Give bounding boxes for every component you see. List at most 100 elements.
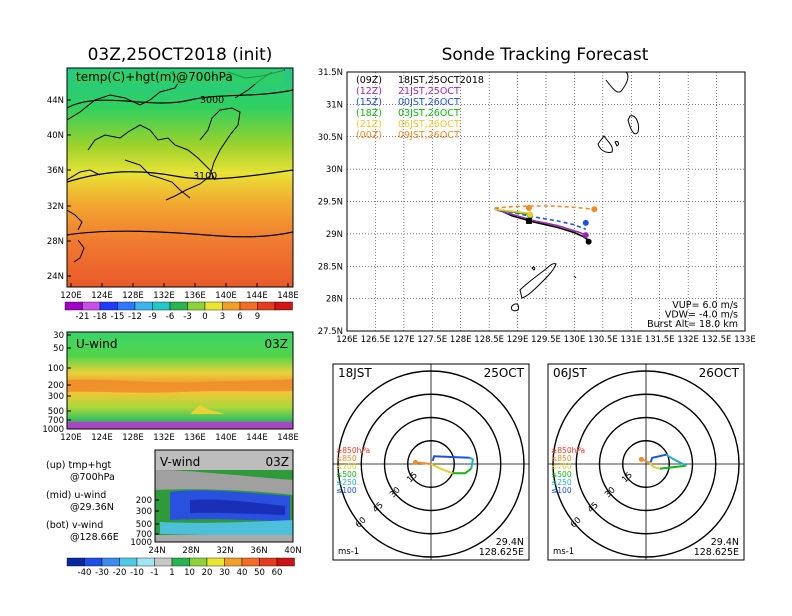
temp-colorbar-swatch bbox=[169, 301, 188, 311]
temp-map-panel: 3000 3100 temp(C)+hgt(m)@700hPa 44N 40N 36… bbox=[47, 67, 299, 301]
v-colorbar-label: -20 bbox=[113, 568, 127, 578]
v-colorbar-swatch bbox=[241, 557, 260, 567]
u-lon-tick: 128E bbox=[122, 433, 144, 443]
temp-colorbar-label: -9 bbox=[148, 312, 156, 322]
hodograph-level: ≤700 bbox=[336, 462, 357, 471]
hodograph-level: ≤500 bbox=[551, 470, 572, 479]
temp-colorbar-swatch bbox=[82, 301, 101, 311]
u-wind-label: U-wind bbox=[76, 337, 117, 351]
u-wind-time: 03Z bbox=[265, 337, 289, 351]
launch-time: 18JST,25OCT2018 bbox=[398, 75, 484, 86]
track-grid bbox=[346, 71, 746, 332]
hodograph-ring bbox=[552, 370, 740, 558]
temp-colorbar-swatch bbox=[99, 301, 118, 311]
v-lat-tick: 24N bbox=[148, 546, 165, 556]
note-sub: @700hPa bbox=[70, 472, 115, 483]
v-lat-tick: 40N bbox=[284, 546, 301, 556]
v-colorbar-swatch bbox=[206, 557, 225, 567]
launch-code: (21Z) bbox=[356, 119, 382, 130]
track-lat-ticks: 31.5N 31N 30.5N 30N 29.5N 29N 28.5N 28N 27.5N bbox=[318, 68, 343, 337]
temp-lon-tick: 136E bbox=[184, 291, 206, 301]
launch-code: (12Z) bbox=[356, 86, 382, 97]
track-end-point bbox=[585, 238, 592, 245]
track-lon-tick: 127E bbox=[393, 335, 415, 345]
temp-lon-tick: 124E bbox=[91, 291, 113, 301]
v-pressure-tick: 500 bbox=[136, 520, 152, 530]
track-lat-tick: 29.5N bbox=[318, 198, 343, 208]
hodograph-segment bbox=[415, 461, 432, 465]
track-lon-tick: 128E bbox=[450, 335, 472, 345]
v-colorbar-swatch bbox=[84, 557, 103, 567]
v-colorbar-label: 1 bbox=[169, 568, 174, 578]
v-lat-tick: 36N bbox=[250, 546, 267, 556]
launch-time: 21JST,25OCT bbox=[398, 86, 460, 97]
hodograph-date: 25OCT bbox=[484, 366, 525, 380]
u-pressure-tick: 500 bbox=[48, 407, 64, 417]
track-map-panel: (09Z) 18JST,25OCT2018 (12Z) 21JST,25OCT (15Z… bbox=[318, 68, 756, 345]
temp-colorbar-label: -12 bbox=[128, 312, 142, 322]
hodograph-level: ≤100 bbox=[551, 486, 572, 495]
track-lon-tick: 126.5E bbox=[361, 335, 391, 345]
hodograph-lat: 29.4N bbox=[496, 537, 524, 548]
temp-colorbar-swatch bbox=[239, 301, 258, 311]
temp-colorbar-swatch bbox=[204, 301, 223, 311]
temp-colorbar-label: -6 bbox=[166, 312, 174, 322]
hodograph-segment bbox=[648, 461, 661, 470]
temp-colorbar-swatch bbox=[274, 301, 293, 311]
temp-lat-tick: 24N bbox=[47, 272, 64, 282]
u-pressure-tick: 30 bbox=[53, 331, 64, 341]
hodograph-level: ≤100 bbox=[336, 486, 357, 495]
hodograph-segment bbox=[452, 467, 472, 475]
v-pressure-tick: 200 bbox=[136, 496, 152, 506]
v-colorbar-label: 50 bbox=[254, 568, 265, 578]
track-end-point bbox=[527, 211, 534, 218]
hodograph-ring bbox=[383, 416, 479, 512]
note-sub: @128.66E bbox=[70, 532, 119, 543]
u-pressure-tick: 100 bbox=[48, 364, 64, 374]
hodograph-unit: ms-1 bbox=[553, 547, 574, 557]
track-series-line bbox=[494, 205, 595, 211]
launch-time: 03JST,26OCT bbox=[398, 108, 460, 119]
temp-colorbar-label: 0 bbox=[202, 312, 207, 322]
hodograph-ring bbox=[622, 440, 670, 488]
u-lon-tick: 144E bbox=[246, 433, 268, 443]
hodograph-lon: 128.625E bbox=[479, 547, 524, 558]
v-pressure-tick: 300 bbox=[136, 507, 152, 517]
track-end-point bbox=[525, 204, 532, 211]
hodograph-level: ≤250 bbox=[551, 478, 572, 487]
launch-time: 00JST,26OCT bbox=[398, 97, 460, 108]
note-head: (bot) v-wind bbox=[46, 520, 103, 531]
temp-colorbar-swatch bbox=[64, 301, 83, 311]
v-colorbar-swatch bbox=[119, 557, 138, 567]
temp-colorbar-swatch bbox=[117, 301, 136, 311]
u-lon-tick: 132E bbox=[153, 433, 175, 443]
v-colorbar-label: -10 bbox=[130, 568, 144, 578]
u-lon-tick: 136E bbox=[184, 433, 206, 443]
temp-colorbar-label: 3 bbox=[220, 312, 225, 322]
temp-colorbar-label: 6 bbox=[237, 312, 242, 322]
hodograph-level: ≥850hPa bbox=[551, 446, 585, 455]
track-lines bbox=[494, 204, 598, 245]
temp-lon-ticks: 120E 124E 128E 132E 136E 140E 144E 148E bbox=[60, 283, 299, 301]
track-lat-tick: 31.5N bbox=[318, 68, 343, 78]
u-pressure-tick: 1000 bbox=[42, 425, 64, 435]
v-pressure-tick: 1000 bbox=[130, 538, 152, 548]
temp-colorbar-swatch bbox=[222, 301, 241, 311]
track-lon-tick: 131.5E bbox=[645, 335, 675, 345]
v-colorbar-label: 40 bbox=[237, 568, 248, 578]
temp-colorbar-label: -21 bbox=[76, 312, 90, 322]
u-lon-tick: 124E bbox=[91, 433, 113, 443]
temp-colorbar-label: -3 bbox=[183, 312, 191, 322]
track-series-line bbox=[494, 208, 529, 214]
track-lon-ticks: 126E 126.5E 127E 127.5E 128E 128.5E 129E 129.5E… bbox=[336, 335, 756, 345]
note-head: (mid) u-wind bbox=[46, 490, 106, 501]
launch-time: 09JST,26OCT bbox=[398, 130, 460, 141]
track-lat-tick: 28.5N bbox=[318, 262, 343, 272]
temp-colorbar-label: 9 bbox=[255, 312, 260, 322]
note-head: (up) tmp+hgt bbox=[46, 460, 112, 471]
